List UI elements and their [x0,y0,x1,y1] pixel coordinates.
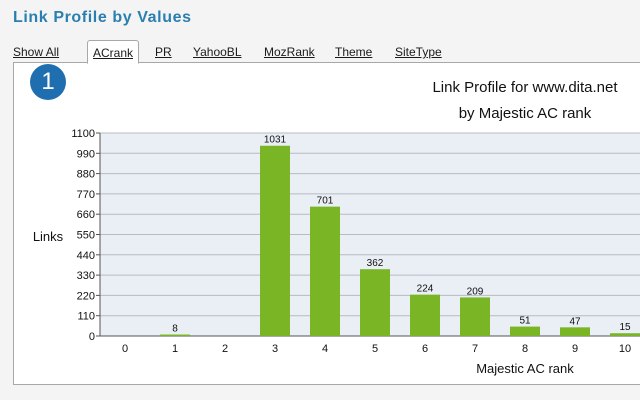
data-label: 224 [417,284,434,295]
data-label: 701 [317,196,334,207]
step-number-badge: 1 [30,64,66,100]
bar [510,326,540,336]
y-tick-label: 770 [77,189,95,201]
data-label: 362 [367,258,384,269]
tab-yahoobl[interactable]: YahooBL [193,45,242,59]
x-tick-label: 6 [422,343,428,355]
x-tick-label: 0 [122,343,128,355]
y-tick-label: 1100 [71,128,95,140]
bar [410,294,440,336]
chart-title: Link Profile for www.dita.net [432,79,618,96]
bar [360,269,390,336]
y-tick-label: 990 [77,148,95,160]
tab-show-all[interactable]: Show All [13,45,60,59]
bar [560,327,590,336]
tab-pr[interactable]: PR [155,45,172,59]
y-tick-label: 110 [77,311,95,323]
tab-theme[interactable]: Theme [335,45,373,59]
y-tick-label: 880 [77,169,95,181]
y-tick-label: 220 [77,290,95,302]
tab-sitetype[interactable]: SiteType [395,45,442,59]
bar [310,206,340,336]
y-tick-label: 440 [77,250,95,262]
bar [460,297,490,336]
y-tick-label: 0 [89,331,95,343]
x-tick-label: 1 [172,343,178,355]
data-label: 51 [519,316,531,327]
data-label: 209 [467,286,484,297]
x-axis-label: Majestic AC rank [476,361,574,376]
page-title: Link Profile by Values [13,9,192,26]
x-tick-label: 9 [572,343,578,355]
bar [260,145,290,336]
x-tick-label: 2 [222,343,228,355]
bar [160,334,190,336]
x-tick-label: 4 [322,343,328,355]
bar [610,333,640,336]
chart-subtitle: by Majestic AC rank [459,105,592,122]
data-label: 47 [569,316,581,327]
x-tick-label: 3 [272,343,278,355]
tab-acrank[interactable]: ACrank [87,40,140,64]
x-tick-label: 8 [522,343,528,355]
data-label: 8 [172,324,178,335]
y-tick-label: 550 [77,230,95,242]
y-tick-label: 660 [77,209,95,221]
y-axis-label: Links [33,229,64,244]
x-tick-label: 7 [472,343,478,355]
data-label: 15 [619,322,631,333]
data-label: 1031 [264,135,287,146]
x-tick-label: 5 [372,343,378,355]
x-tick-label: 10 [619,343,631,355]
tab-bar: Show All ACrank PR YahooBL MozRank Theme… [13,40,640,64]
y-tick-label: 330 [77,270,95,282]
tab-mozrank[interactable]: MozRank [264,45,315,59]
